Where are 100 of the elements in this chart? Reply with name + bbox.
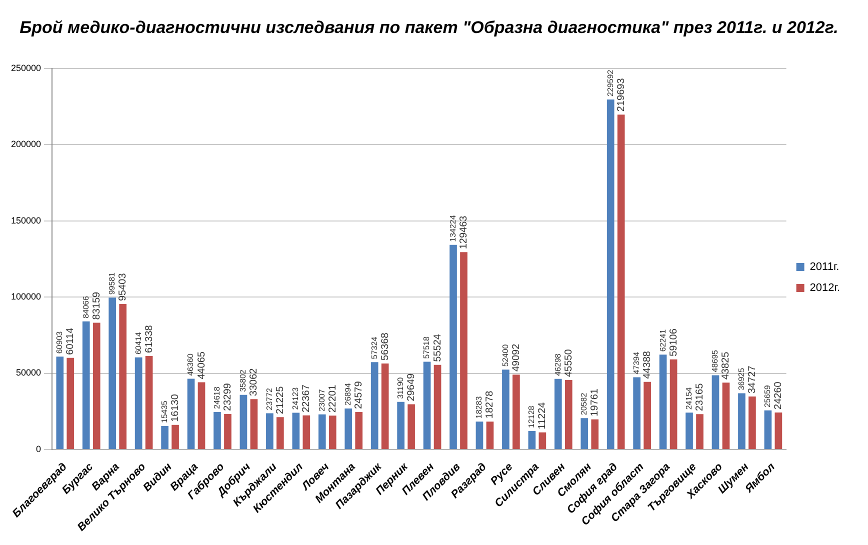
bar — [161, 426, 168, 449]
bar — [460, 252, 468, 449]
data-label: 60414 — [134, 332, 143, 354]
data-label: 12128 — [527, 405, 536, 428]
bar — [554, 378, 562, 449]
data-label: 46360 — [186, 353, 196, 376]
data-label: 24579 — [354, 380, 365, 410]
data-label: 23007 — [317, 388, 326, 412]
bar — [712, 375, 720, 449]
bar — [266, 413, 274, 449]
data-label: 49092 — [510, 343, 522, 372]
data-label: 24260 — [773, 381, 784, 410]
data-label: 26894 — [344, 382, 353, 406]
data-label: 55524 — [432, 334, 444, 362]
data-label: 29649 — [406, 373, 418, 402]
bar — [633, 377, 640, 449]
bar — [66, 358, 74, 449]
bar — [318, 414, 326, 449]
data-label: 35802 — [238, 369, 248, 392]
bar — [606, 100, 614, 449]
data-label: 129463 — [458, 215, 470, 250]
legend-label: 2012г. — [810, 282, 840, 294]
data-label: 48695 — [710, 349, 720, 372]
bar — [328, 416, 336, 449]
data-label: 229592 — [606, 69, 615, 97]
data-label: 84066 — [81, 296, 90, 318]
data-label: 99581 — [108, 272, 117, 295]
data-label: 47394 — [632, 351, 642, 374]
bar — [564, 380, 572, 449]
bar — [119, 304, 127, 449]
bar — [486, 422, 494, 449]
data-label: 61338 — [144, 324, 155, 353]
bar — [198, 382, 206, 449]
data-label: 59106 — [668, 328, 680, 356]
bar — [434, 364, 442, 449]
data-label: 24618 — [212, 386, 222, 409]
bar — [292, 412, 300, 449]
data-label: 134224 — [448, 214, 458, 242]
bar — [145, 356, 153, 449]
bar — [240, 394, 248, 449]
bar — [528, 430, 536, 449]
data-label: 34727 — [746, 365, 758, 394]
data-label: 16130 — [170, 394, 182, 422]
y-tick-label: 250000 — [10, 62, 42, 73]
data-label: 56368 — [380, 332, 391, 361]
data-label: 44065 — [196, 351, 208, 380]
data-label: 11224 — [537, 402, 548, 430]
bar — [423, 362, 431, 449]
y-tick-label: 50000 — [16, 368, 42, 378]
bar — [408, 404, 415, 449]
bar — [696, 414, 704, 449]
data-label: 22367 — [301, 384, 312, 412]
bar — [450, 244, 457, 449]
bar — [580, 418, 588, 449]
bar — [355, 412, 363, 449]
bar — [748, 396, 756, 449]
bar — [276, 417, 284, 449]
y-tick-label: 150000 — [10, 215, 42, 226]
bar — [686, 412, 693, 449]
data-label: 31190 — [396, 376, 406, 399]
bar — [659, 354, 667, 449]
data-label: 95403 — [118, 272, 129, 302]
bar — [82, 321, 90, 449]
bar — [134, 357, 142, 449]
bar — [214, 412, 221, 449]
data-label: 33062 — [248, 368, 260, 396]
data-label: 57518 — [422, 336, 432, 359]
data-label: 46298 — [553, 353, 562, 376]
bar — [774, 412, 782, 449]
data-label: 83159 — [91, 291, 102, 320]
bar — [224, 414, 232, 449]
bar — [591, 419, 599, 449]
data-label: 45550 — [563, 348, 574, 378]
bar — [187, 378, 195, 449]
data-label: 25659 — [763, 384, 772, 408]
data-label: 44388 — [642, 350, 654, 379]
bar — [381, 364, 389, 449]
data-label: 20582 — [580, 392, 589, 416]
data-label: 24123 — [291, 386, 300, 410]
y-tick-label: 0 — [36, 444, 42, 454]
data-label: 60903 — [55, 330, 64, 354]
data-label: 23772 — [264, 387, 274, 410]
legend-label: 2011г. — [810, 261, 840, 274]
data-label: 219693 — [616, 78, 627, 112]
data-label: 24154 — [684, 386, 694, 410]
data-label: 36925 — [736, 367, 746, 390]
y-tick-label: 200000 — [10, 139, 42, 150]
data-label: 15435 — [160, 400, 169, 423]
data-label: 18283 — [474, 396, 484, 419]
bar — [56, 356, 64, 449]
bar — [617, 114, 625, 449]
data-label: 21225 — [274, 386, 286, 414]
data-label: 18278 — [484, 390, 496, 419]
y-tick-label: 100000 — [10, 292, 42, 302]
bar — [344, 408, 352, 449]
bar — [92, 322, 100, 449]
bar — [644, 382, 651, 449]
data-label: 19761 — [590, 388, 601, 416]
bar — [476, 422, 484, 449]
data-label: 23299 — [222, 382, 234, 411]
